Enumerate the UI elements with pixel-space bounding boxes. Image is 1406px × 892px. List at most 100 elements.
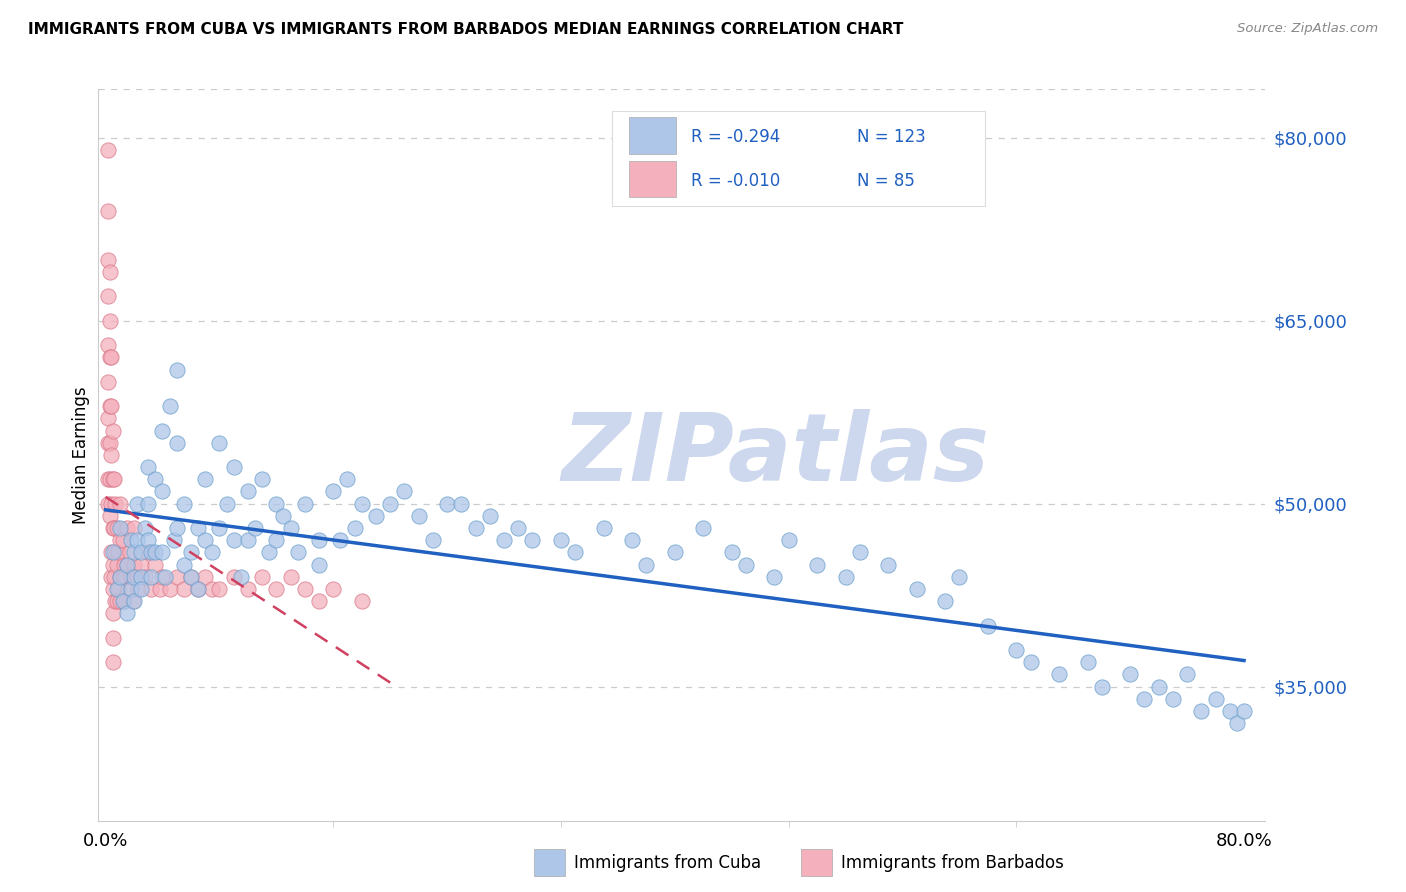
Point: [108, 521, 131, 535]
Point: [948, 570, 970, 584]
Point: [364, 508, 387, 523]
Point: [100, 497, 122, 511]
Point: [692, 521, 714, 535]
Point: [159, 582, 181, 596]
Point: [114, 570, 136, 584]
Point: [834, 570, 856, 584]
Point: [136, 497, 159, 511]
Point: [103, 521, 125, 535]
Text: Source: ZipAtlas.com: Source: ZipAtlas.com: [1237, 22, 1378, 36]
Point: [287, 545, 309, 559]
Point: [118, 545, 141, 559]
Point: [97, 375, 120, 389]
Point: [115, 607, 138, 621]
Point: [104, 545, 127, 559]
Point: [152, 570, 174, 584]
Point: [122, 558, 145, 572]
Point: [1226, 716, 1249, 731]
Point: [136, 460, 159, 475]
Point: [139, 545, 162, 559]
Point: [108, 570, 131, 584]
Point: [100, 399, 122, 413]
Point: [236, 484, 259, 499]
Point: [1147, 680, 1170, 694]
Point: [236, 582, 259, 596]
Text: N = 123: N = 123: [858, 128, 925, 145]
Point: [1189, 704, 1212, 718]
Point: [208, 435, 231, 450]
Point: [1005, 643, 1028, 657]
Point: [120, 570, 142, 584]
Point: [877, 558, 900, 572]
Point: [108, 497, 131, 511]
Point: [422, 533, 444, 548]
Point: [166, 362, 188, 376]
Text: Immigrants from Cuba: Immigrants from Cuba: [574, 854, 761, 871]
Point: [173, 558, 195, 572]
Point: [129, 582, 152, 596]
Point: [201, 545, 224, 559]
Text: R = -0.294: R = -0.294: [692, 128, 780, 145]
Point: [143, 545, 166, 559]
Point: [394, 484, 416, 499]
Point: [308, 558, 330, 572]
Point: [194, 472, 217, 486]
Point: [101, 472, 124, 486]
Text: Immigrants from Barbados: Immigrants from Barbados: [841, 854, 1064, 871]
Point: [222, 460, 245, 475]
Point: [308, 594, 330, 608]
Point: [105, 582, 128, 596]
Point: [229, 570, 252, 584]
Point: [152, 484, 174, 499]
Point: [101, 424, 124, 438]
Point: [222, 533, 245, 548]
Point: [134, 570, 156, 584]
Point: [187, 521, 209, 535]
Point: [294, 582, 316, 596]
Point: [905, 582, 928, 596]
Point: [343, 521, 366, 535]
Point: [308, 533, 330, 548]
Point: [122, 545, 145, 559]
Bar: [630, 161, 676, 197]
Point: [243, 521, 266, 535]
Point: [105, 594, 128, 608]
Point: [127, 582, 149, 596]
Point: [159, 399, 181, 413]
Point: [103, 472, 125, 486]
Point: [108, 570, 131, 584]
Text: IMMIGRANTS FROM CUBA VS IMMIGRANTS FROM BARBADOS MEDIAN EARNINGS CORRELATION CHA: IMMIGRANTS FROM CUBA VS IMMIGRANTS FROM …: [28, 22, 904, 37]
Point: [180, 545, 202, 559]
Point: [120, 582, 142, 596]
Point: [101, 521, 124, 535]
Point: [250, 472, 273, 486]
Point: [97, 204, 120, 219]
Point: [125, 533, 148, 548]
Point: [105, 558, 128, 572]
Point: [111, 594, 134, 608]
Point: [97, 411, 120, 425]
Point: [180, 570, 202, 584]
Point: [111, 570, 134, 584]
Point: [215, 497, 238, 511]
Point: [122, 521, 145, 535]
Point: [450, 497, 472, 511]
Point: [98, 435, 121, 450]
Text: N = 85: N = 85: [858, 171, 915, 190]
Point: [664, 545, 686, 559]
Point: [1175, 667, 1198, 681]
Point: [208, 582, 231, 596]
Point: [125, 497, 148, 511]
Point: [1233, 704, 1256, 718]
Point: [107, 545, 129, 559]
Point: [136, 533, 159, 548]
Point: [806, 558, 828, 572]
Point: [564, 545, 586, 559]
Point: [508, 521, 530, 535]
Point: [97, 338, 120, 352]
Point: [125, 570, 148, 584]
Point: [378, 497, 402, 511]
Point: [194, 533, 217, 548]
Point: [105, 521, 128, 535]
Point: [101, 631, 124, 645]
